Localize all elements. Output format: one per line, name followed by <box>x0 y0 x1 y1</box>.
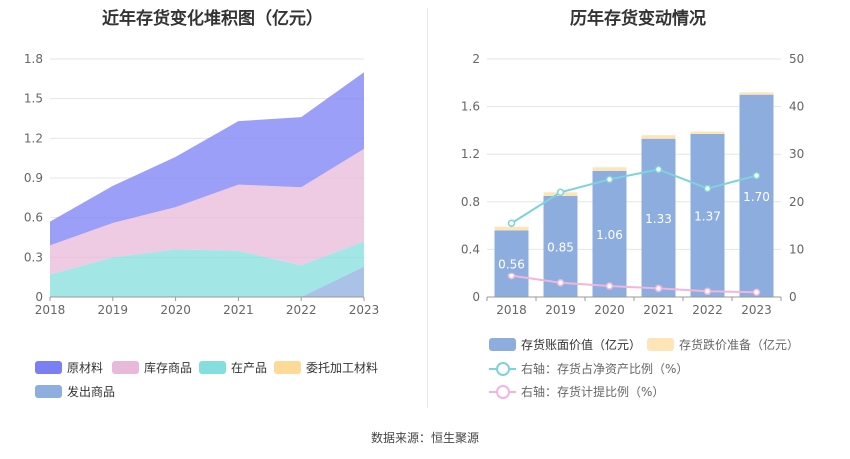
bar-impairment <box>739 92 774 95</box>
line-point <box>752 171 761 180</box>
legend-item-inventory-goods[interactable]: 库存商品 <box>112 359 192 376</box>
area-原材料 <box>50 72 364 246</box>
legend-swatch <box>112 361 139 374</box>
legend-swatch <box>647 338 674 351</box>
bar-data-label: 0.85 <box>547 240 574 254</box>
x-tick-label: 2022 <box>692 303 723 317</box>
data-label-bg <box>692 207 723 226</box>
data-label-bg <box>496 255 527 274</box>
bar-impairment <box>690 131 725 134</box>
line-point <box>654 165 663 174</box>
bar-impairment <box>592 167 627 171</box>
bar-data-label: 1.33 <box>645 212 672 226</box>
y-left-tick-label: 1.6 <box>461 100 480 114</box>
legend-item-shipped-goods[interactable]: 发出商品 <box>35 383 115 400</box>
x-tick-label: 2020 <box>594 303 625 317</box>
x-tick-label: 2021 <box>223 303 254 317</box>
data-label-bg <box>545 238 576 257</box>
y-tick-label: 0.6 <box>24 211 43 225</box>
stacked-area-chart: 0 0.3 0.6 0.9 1.2 1.5 1.8 2018 2019 2020 2021 2022 2… <box>24 52 380 317</box>
legend-swatch <box>35 361 62 374</box>
legend-label: 原材料 <box>67 361 104 375</box>
line-point <box>752 288 761 296</box>
y-right-tick-label: 50 <box>789 52 804 66</box>
area-发出商品 <box>50 266 364 297</box>
x-tick-label: 2020 <box>160 303 191 317</box>
x-tick-label: 2018 <box>35 303 66 317</box>
legend-label: 右轴：存货计提比例（%） <box>521 385 665 399</box>
y-left-tick-label: 0.4 <box>461 242 480 256</box>
y-left-tick-label: 0.8 <box>461 195 480 209</box>
x-tick-label: 2019 <box>545 303 576 317</box>
legend-label: 发出商品 <box>67 385 116 399</box>
legend-label: 在产品 <box>231 361 268 375</box>
legend-item-impairment[interactable]: 存货跌价准备（亿元） <box>647 336 799 353</box>
legend-swatch <box>199 361 226 374</box>
legend-swatch <box>489 338 516 351</box>
legend-item-raw-materials[interactable]: 原材料 <box>35 359 103 376</box>
area-在产品 <box>50 241 364 297</box>
legend-line-marker <box>489 362 516 376</box>
data-source-footer: 数据来源：恒生聚源 <box>370 431 479 445</box>
x-tick-label: 2023 <box>741 303 772 317</box>
y-left-tick-label: 0 <box>472 290 480 304</box>
legend-item-book-value[interactable]: 存货账面价值（亿元） <box>489 336 641 353</box>
y-tick-label: 1.8 <box>24 52 43 66</box>
bar-data-label: 1.37 <box>694 209 721 223</box>
data-label-bg <box>643 209 674 228</box>
legend-item-net-asset-ratio[interactable]: 右轴：存货占净资产比例（%） <box>489 360 688 377</box>
legend-label: 右轴：存货占净资产比例（%） <box>521 362 689 376</box>
line-point <box>605 282 614 290</box>
y-tick-label: 0.9 <box>24 171 43 185</box>
legend-line-marker <box>489 385 516 399</box>
x-tick-label: 2022 <box>286 303 317 317</box>
left-chart-title: 近年存货变化堆积图（亿元） <box>102 9 323 29</box>
y-right-tick-label: 40 <box>789 100 804 114</box>
legend-item-provision-ratio[interactable]: 右轴：存货计提比例（%） <box>489 383 664 400</box>
x-tick-label: 2018 <box>496 303 527 317</box>
line-point <box>703 184 712 193</box>
y-tick-label: 0 <box>35 290 43 304</box>
y-right-tick-label: 10 <box>789 242 804 256</box>
data-label-bg <box>594 225 625 244</box>
legend-item-consigned-materials[interactable]: 委托加工材料 <box>274 359 378 376</box>
y-right-tick-label: 0 <box>789 290 797 304</box>
area-库存商品 <box>50 148 364 275</box>
y-right-tick-label: 30 <box>789 147 804 161</box>
legend-label: 存货跌价准备（亿元） <box>679 338 800 352</box>
line-point <box>556 278 565 287</box>
legend-item-work-in-progress[interactable]: 在产品 <box>199 359 267 376</box>
right-chart-title: 历年存货变动情况 <box>570 9 706 29</box>
bar-data-label: 1.70 <box>743 190 770 204</box>
line-point <box>507 219 516 227</box>
panel-divider <box>427 8 428 408</box>
x-tick-label: 2019 <box>98 303 129 317</box>
y-tick-label: 1.5 <box>24 92 43 106</box>
y-right-tick-label: 20 <box>789 195 804 209</box>
x-tick-label: 2021 <box>643 303 674 317</box>
line-右轴：存货计提比例（%） <box>511 274 757 294</box>
bar-data-label: 0.56 <box>498 258 525 272</box>
legend-swatch <box>35 385 62 398</box>
line-point <box>556 188 565 197</box>
line-point <box>703 287 712 296</box>
line-point <box>654 284 663 293</box>
y-left-tick-label: 1.2 <box>461 147 480 161</box>
x-tick-label: 2023 <box>349 303 380 317</box>
legend-swatch <box>274 361 301 374</box>
legend-label: 存货账面价值（亿元） <box>521 338 642 352</box>
line-右轴：存货占净资产比例（%） <box>510 168 757 225</box>
bar-data-label: 1.06 <box>596 228 623 242</box>
y-tick-label: 0.3 <box>24 250 43 264</box>
legend-label: 库存商品 <box>144 361 193 375</box>
bar-impairment <box>641 135 676 139</box>
y-left-tick-label: 2 <box>472 52 480 66</box>
legend-label: 委托加工材料 <box>306 361 379 375</box>
data-label-bg <box>741 187 772 206</box>
y-tick-label: 1.2 <box>24 131 43 145</box>
bar-impairment <box>494 226 529 231</box>
line-point <box>605 175 614 184</box>
